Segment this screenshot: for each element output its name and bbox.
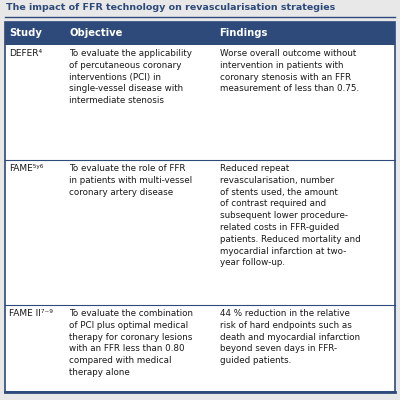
Text: The impact of FFR technology on revascularisation strategies: The impact of FFR technology on revascul…	[6, 3, 335, 12]
Text: Objective: Objective	[70, 28, 123, 38]
Text: Worse overall outcome without
intervention in patients with
coronary stenosis wi: Worse overall outcome without interventi…	[220, 49, 359, 93]
Text: DEFER⁴: DEFER⁴	[9, 49, 42, 58]
Text: FAME⁵ʸ⁶: FAME⁵ʸ⁶	[9, 164, 43, 173]
Text: To evaluate the role of FFR
in patients with multi-vessel
coronary artery diseas: To evaluate the role of FFR in patients …	[70, 164, 192, 196]
Text: To evaluate the applicability
of percutaneous coronary
interventions (PCI) in
si: To evaluate the applicability of percuta…	[70, 49, 192, 105]
Text: FAME II⁷⁻⁹: FAME II⁷⁻⁹	[9, 309, 53, 318]
Bar	[5, 160, 395, 305]
Text: 44 % reduction in the relative
risk of hard endpoints such as
death and myocardi: 44 % reduction in the relative risk of h…	[220, 309, 360, 365]
Text: Study: Study	[9, 28, 42, 38]
Bar	[5, 45, 395, 160]
Text: To evaluate the combination
of PCI plus optimal medical
therapy for coronary les: To evaluate the combination of PCI plus …	[70, 309, 194, 377]
Text: Reduced repeat
revascularisation, number
of stents used, the amount
of contrast : Reduced repeat revascularisation, number…	[220, 164, 360, 267]
Bar	[5, 305, 395, 392]
Bar	[5, 22, 395, 45]
Text: Findings: Findings	[220, 28, 268, 38]
